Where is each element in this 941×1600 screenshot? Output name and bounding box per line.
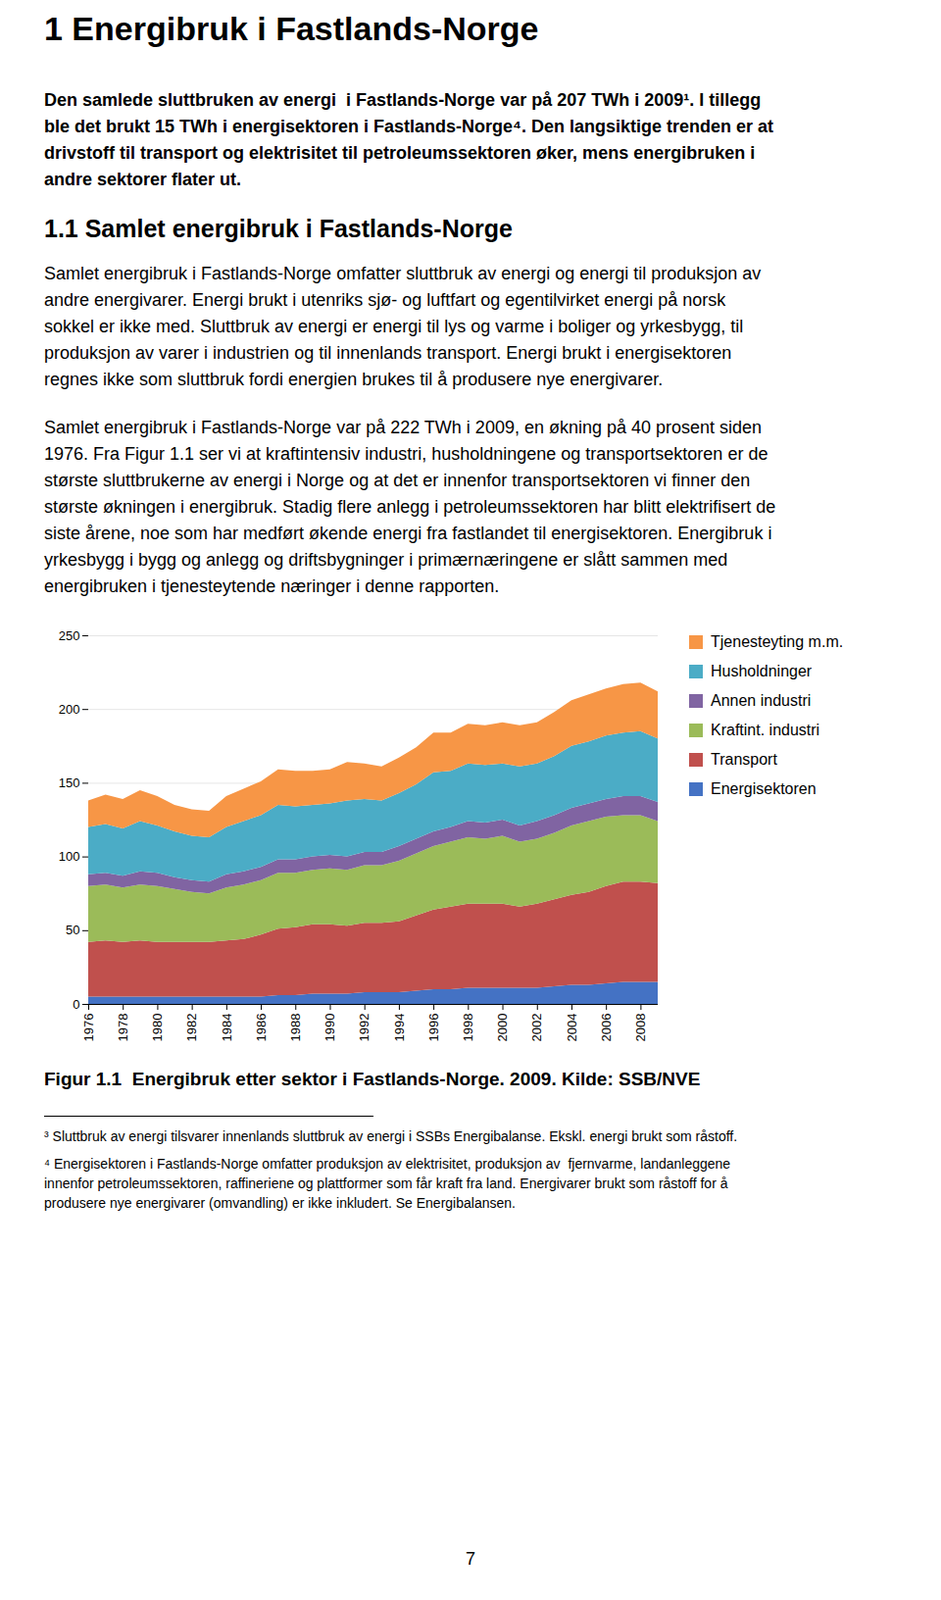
html-text:1.1 Samlet energibruk i Fastla: 1.1 Samlet energibruk i Fastlands-Norge (44, 214, 513, 243)
svg-text:2006: 2006 (598, 1013, 614, 1042)
html-text:Den samlede sluttbruken av ene: Den samlede sluttbruken av energi i Fast… (44, 90, 761, 110)
svg-text:100: 100 (58, 848, 81, 864)
html-text:andre sektorer flater ut.: andre sektorer flater ut. (44, 169, 242, 190)
html-text:regnes ikke som sluttbruk ford: regnes ikke som sluttbruk fordi energien… (44, 369, 663, 390)
svg-text:1976: 1976 (81, 1013, 97, 1042)
html-text:Samlet energibruk i Fastlands-: Samlet energibruk i Fastlands-Norge omfa… (44, 263, 762, 284)
html-text:Tjenesteyting m.m.: Tjenesteyting m.m. (710, 633, 844, 650)
svg-text:1984: 1984 (219, 1013, 235, 1042)
html-text:1976. Fra Figur 1.1 ser vi at: 1976. Fra Figur 1.1 ser vi at kraftinten… (44, 444, 768, 464)
svg-text:1982: 1982 (184, 1013, 199, 1042)
html-text:1 Energibruk i Fastlands-Norge: 1 Energibruk i Fastlands-Norge (44, 9, 539, 48)
html-text:Samlet energibruk i Fastlands-: Samlet energibruk i Fastlands-Norge var … (44, 417, 762, 438)
html-text:Energisektoren: Energisektoren (710, 780, 817, 797)
svg-text:0: 0 (72, 996, 80, 1012)
svg-text:50: 50 (65, 922, 80, 938)
html-text:ble det brukt 15 TWh i energis: ble det brukt 15 TWh i energisektoren i … (44, 116, 774, 137)
svg-text:1986: 1986 (253, 1013, 269, 1042)
html-text:sokkel er ikke med. Sluttbruk: sokkel er ikke med. Sluttbruk av energi … (44, 316, 744, 337)
html-text:andre energivarer. Energi bruk: andre energivarer. Energi brukt i utenri… (44, 290, 726, 310)
svg-text:1988: 1988 (288, 1013, 303, 1042)
svg-text:1994: 1994 (392, 1013, 407, 1042)
svg-text:2000: 2000 (495, 1013, 510, 1042)
html-text:Annen industri: Annen industri (710, 692, 811, 709)
html-text:innenfor petroleumssektoren, r: innenfor petroleumssektoren, raffinerien… (44, 1175, 728, 1191)
html-text:siste årene, noe som har medfø: siste årene, noe som har medført økende … (44, 523, 772, 544)
svg-text:1996: 1996 (426, 1013, 442, 1042)
html-text:produksjon av varer i industri: produksjon av varer i industrien og til … (44, 343, 732, 363)
html-text:drivstoff til transport og ele: drivstoff til transport og elektrisitet … (44, 143, 755, 163)
html-text:³ Sluttbruk av energi tilsvare: ³ Sluttbruk av energi tilsvarer innenlan… (44, 1128, 738, 1144)
html-text:Husholdninger: Husholdninger (710, 662, 812, 680)
svg-text:2002: 2002 (529, 1013, 545, 1042)
svg-text:250: 250 (58, 628, 81, 644)
html-text:Kraftint. industri: Kraftint. industri (710, 721, 820, 739)
svg-text:1980: 1980 (149, 1013, 165, 1042)
html-text:yrkesbygg i bygg og anlegg og: yrkesbygg i bygg og anlegg og driftsbygn… (44, 549, 728, 570)
svg-text:1992: 1992 (356, 1013, 372, 1042)
html-text:produsere nye energivarer (omv: produsere nye energivarer (omvandling) e… (44, 1194, 516, 1211)
html-text:største økningen i energibruk.: største økningen i energibruk. Stadig fl… (44, 496, 776, 517)
html-text:største sluttbrukerne av energ: største sluttbrukerne av energi i Norge … (44, 470, 751, 491)
svg-text:2008: 2008 (633, 1013, 648, 1042)
svg-text:1978: 1978 (115, 1013, 131, 1042)
svg-text:1990: 1990 (322, 1013, 338, 1042)
svg-text:2004: 2004 (564, 1013, 580, 1042)
html-text:Figur 1.1 Energibruk etter sek: Figur 1.1 Energibruk etter sektor i Fast… (44, 1068, 701, 1090)
svg-text:200: 200 (58, 701, 81, 717)
html-text:energibruken i tjenesteytende: energibruken i tjenesteytende næringer i… (44, 576, 500, 596)
html-text:Transport: Transport (710, 750, 778, 768)
html-text:⁴ Energisektoren i Fastlands-N: ⁴ Energisektoren i Fastlands-Norge omfat… (44, 1155, 731, 1172)
svg-text:150: 150 (58, 775, 81, 791)
html-text:7: 7 (465, 1548, 476, 1569)
svg-text:1998: 1998 (460, 1013, 476, 1042)
